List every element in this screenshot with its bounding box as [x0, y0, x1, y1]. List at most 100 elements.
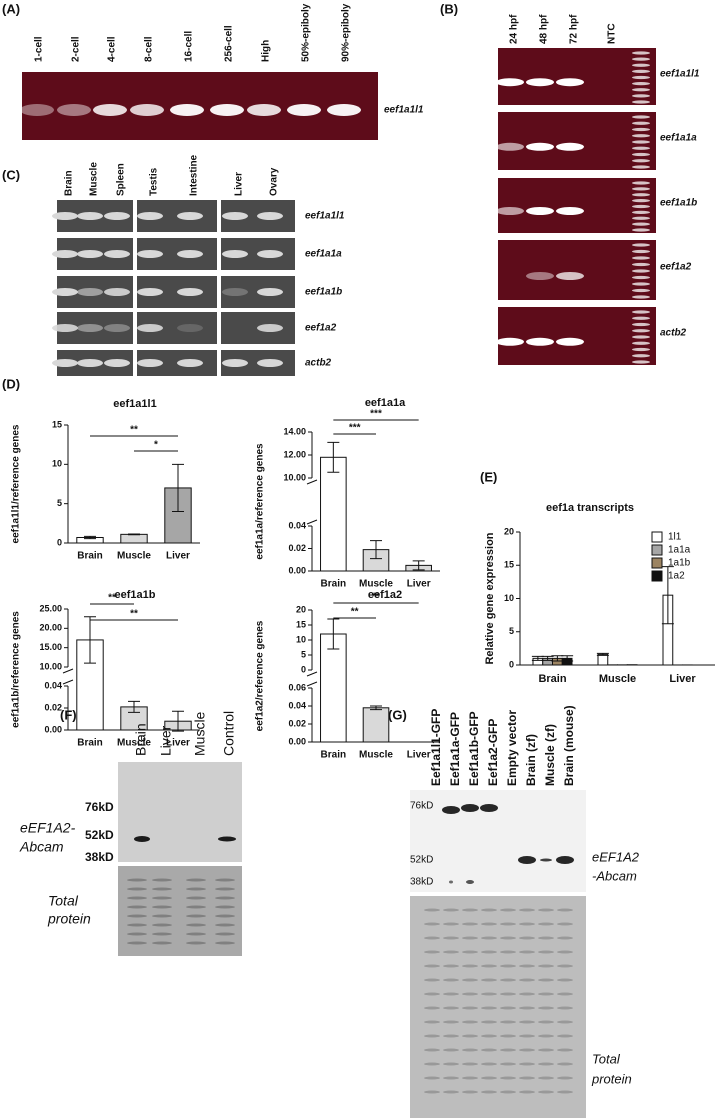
band — [104, 288, 130, 296]
band — [177, 324, 203, 332]
band — [538, 936, 554, 940]
band — [538, 908, 554, 912]
band — [519, 936, 535, 940]
band — [632, 181, 650, 185]
band — [481, 936, 497, 940]
band — [137, 288, 163, 296]
significance: ** — [372, 592, 380, 603]
band — [557, 950, 573, 954]
band — [632, 63, 650, 67]
y-tick-label: 25.00 — [39, 603, 62, 613]
band — [632, 94, 650, 98]
band — [424, 1062, 440, 1066]
band — [632, 243, 650, 247]
band — [152, 896, 172, 900]
gene-label: eef1a1l1 — [384, 105, 424, 116]
band — [632, 262, 650, 267]
band — [443, 1020, 459, 1024]
band — [462, 1062, 478, 1066]
band — [500, 1048, 516, 1052]
x-tick-label: Liver — [407, 579, 431, 590]
lane-label: Liver — [234, 172, 245, 196]
band — [443, 964, 459, 968]
band — [127, 905, 147, 909]
y-tick-label: 0.00 — [288, 736, 306, 746]
band — [215, 941, 235, 945]
band — [481, 922, 497, 926]
band — [327, 104, 361, 116]
y-tick-label: 15 — [504, 560, 514, 570]
lane-label: Control — [221, 711, 237, 756]
band — [632, 269, 650, 273]
band — [462, 1076, 478, 1080]
x-tick-label: Muscle — [359, 750, 393, 761]
band — [556, 337, 584, 346]
band — [632, 210, 650, 214]
y-tick-label: 0.04 — [288, 700, 306, 710]
band — [443, 1034, 459, 1038]
band — [462, 1048, 478, 1052]
band — [557, 992, 573, 996]
band — [519, 950, 535, 954]
lane-label: Liver — [158, 725, 174, 756]
band — [632, 165, 650, 169]
marker-label: 52kD — [410, 855, 433, 866]
band — [519, 964, 535, 968]
loading-label: protein — [47, 911, 91, 927]
band — [222, 250, 248, 258]
band — [152, 923, 172, 927]
band — [442, 806, 460, 814]
error-bar — [370, 540, 382, 560]
y-tick-label: 20.00 — [39, 623, 62, 633]
y-tick-label: 0.02 — [288, 543, 306, 553]
gene-label: eef1a1l1 — [660, 68, 700, 79]
y-axis-label: eef1a2/reference genes — [255, 620, 266, 731]
band — [540, 858, 552, 862]
lane-label: Muscle — [192, 711, 208, 756]
band — [500, 992, 516, 996]
y-tick-label: 15.00 — [39, 642, 62, 652]
band — [57, 104, 91, 116]
antibody-label: -Abcam — [592, 868, 637, 883]
bar — [120, 533, 148, 544]
band — [481, 964, 497, 968]
band — [104, 324, 130, 332]
band — [519, 992, 535, 996]
band — [186, 941, 206, 945]
band — [632, 228, 650, 232]
band — [424, 908, 440, 912]
panel-label: (A) — [2, 1, 20, 16]
band — [52, 324, 78, 332]
band — [518, 856, 536, 864]
band — [538, 1034, 554, 1038]
x-tick-label: Brain — [77, 551, 103, 562]
blot — [410, 790, 586, 892]
band — [496, 337, 524, 346]
band — [215, 923, 235, 927]
band — [526, 337, 554, 346]
band — [443, 1006, 459, 1010]
band — [519, 1062, 535, 1066]
band — [443, 1090, 459, 1094]
band — [186, 932, 206, 936]
band — [538, 1048, 554, 1052]
antibody-label: Abcam — [19, 839, 64, 855]
x-tick-label: Brain — [321, 750, 347, 761]
band — [481, 1006, 497, 1010]
band — [170, 104, 204, 116]
band — [519, 1076, 535, 1080]
band — [556, 272, 584, 280]
band — [77, 212, 103, 220]
band — [443, 936, 459, 940]
band — [632, 354, 650, 358]
band — [127, 887, 147, 891]
band — [526, 142, 554, 151]
band — [20, 104, 54, 116]
band — [104, 250, 130, 258]
band — [538, 1090, 554, 1094]
band — [538, 1076, 554, 1080]
y-tick-label: 5 — [301, 649, 306, 659]
band — [424, 992, 440, 996]
band — [424, 964, 440, 968]
band — [466, 880, 474, 884]
